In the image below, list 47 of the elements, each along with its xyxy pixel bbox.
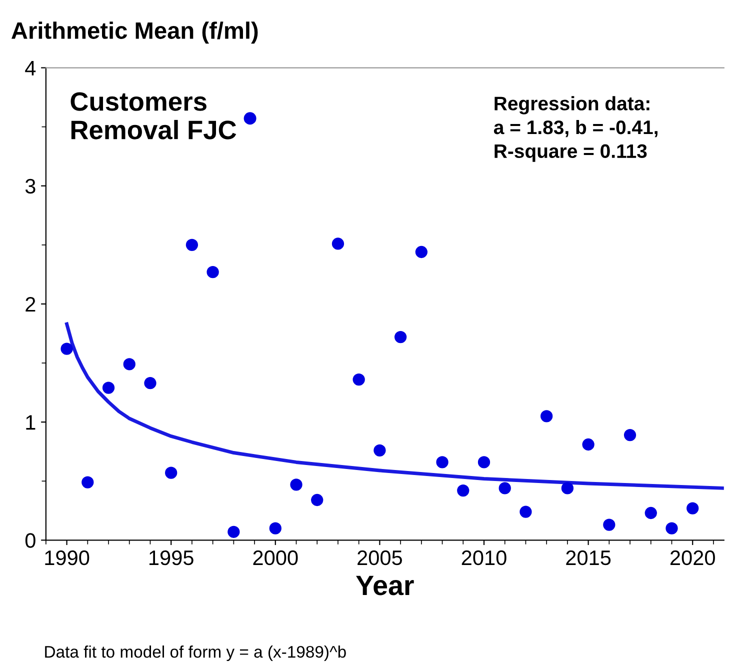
- point: [666, 522, 678, 534]
- point: [332, 238, 344, 250]
- point: [144, 377, 156, 390]
- point: [624, 428, 636, 442]
- point: [498, 482, 511, 494]
- point: [82, 476, 94, 488]
- point: [102, 382, 115, 394]
- point: [686, 502, 699, 514]
- point: [60, 342, 73, 355]
- point: [561, 482, 574, 494]
- x-tick-label: 2015: [566, 550, 611, 566]
- point: [374, 444, 386, 456]
- point: [394, 330, 407, 344]
- annotation: Regression data: a = 1.83, b = -0.41, R-square = 0.113: [494, 96, 658, 162]
- x-tick-label: 2000: [253, 550, 298, 566]
- x-axis-title: Year: [356, 576, 414, 596]
- legend-label: Customers Removal FJC: [70, 92, 236, 140]
- y-tick-label: 4: [25, 60, 36, 76]
- y-tick-label: 0: [25, 533, 36, 548]
- x-tick-label: 2005: [358, 550, 402, 566]
- y-tick-label: 3: [25, 178, 36, 194]
- x-tick-label: 2010: [462, 550, 506, 566]
- point: [540, 410, 553, 422]
- point: [311, 494, 324, 506]
- y-tick-label: 2: [26, 296, 36, 312]
- point: [603, 518, 616, 531]
- point: [457, 484, 470, 497]
- point: [520, 506, 532, 518]
- point: [269, 522, 282, 534]
- point: [206, 266, 219, 278]
- point: [352, 373, 365, 386]
- y-axis-title: Arithmetic Mean (f/ml): [12, 22, 258, 44]
- y-tick-label: 1: [26, 415, 36, 430]
- point: [228, 526, 240, 538]
- x-tick-label: 1990: [45, 550, 90, 566]
- point: [290, 478, 302, 491]
- x-tick-label: 2020: [670, 550, 715, 566]
- x-tick-label: 1995: [150, 550, 194, 566]
- text: Data fit to model of form y = a (x-1989)^b: [45, 646, 346, 662]
- point: [165, 466, 178, 479]
- point: [436, 456, 448, 468]
- point: [186, 238, 198, 251]
- point: [415, 246, 428, 258]
- point: [123, 358, 136, 370]
- point: [644, 506, 657, 520]
- point: [478, 456, 490, 468]
- point: [582, 438, 594, 451]
